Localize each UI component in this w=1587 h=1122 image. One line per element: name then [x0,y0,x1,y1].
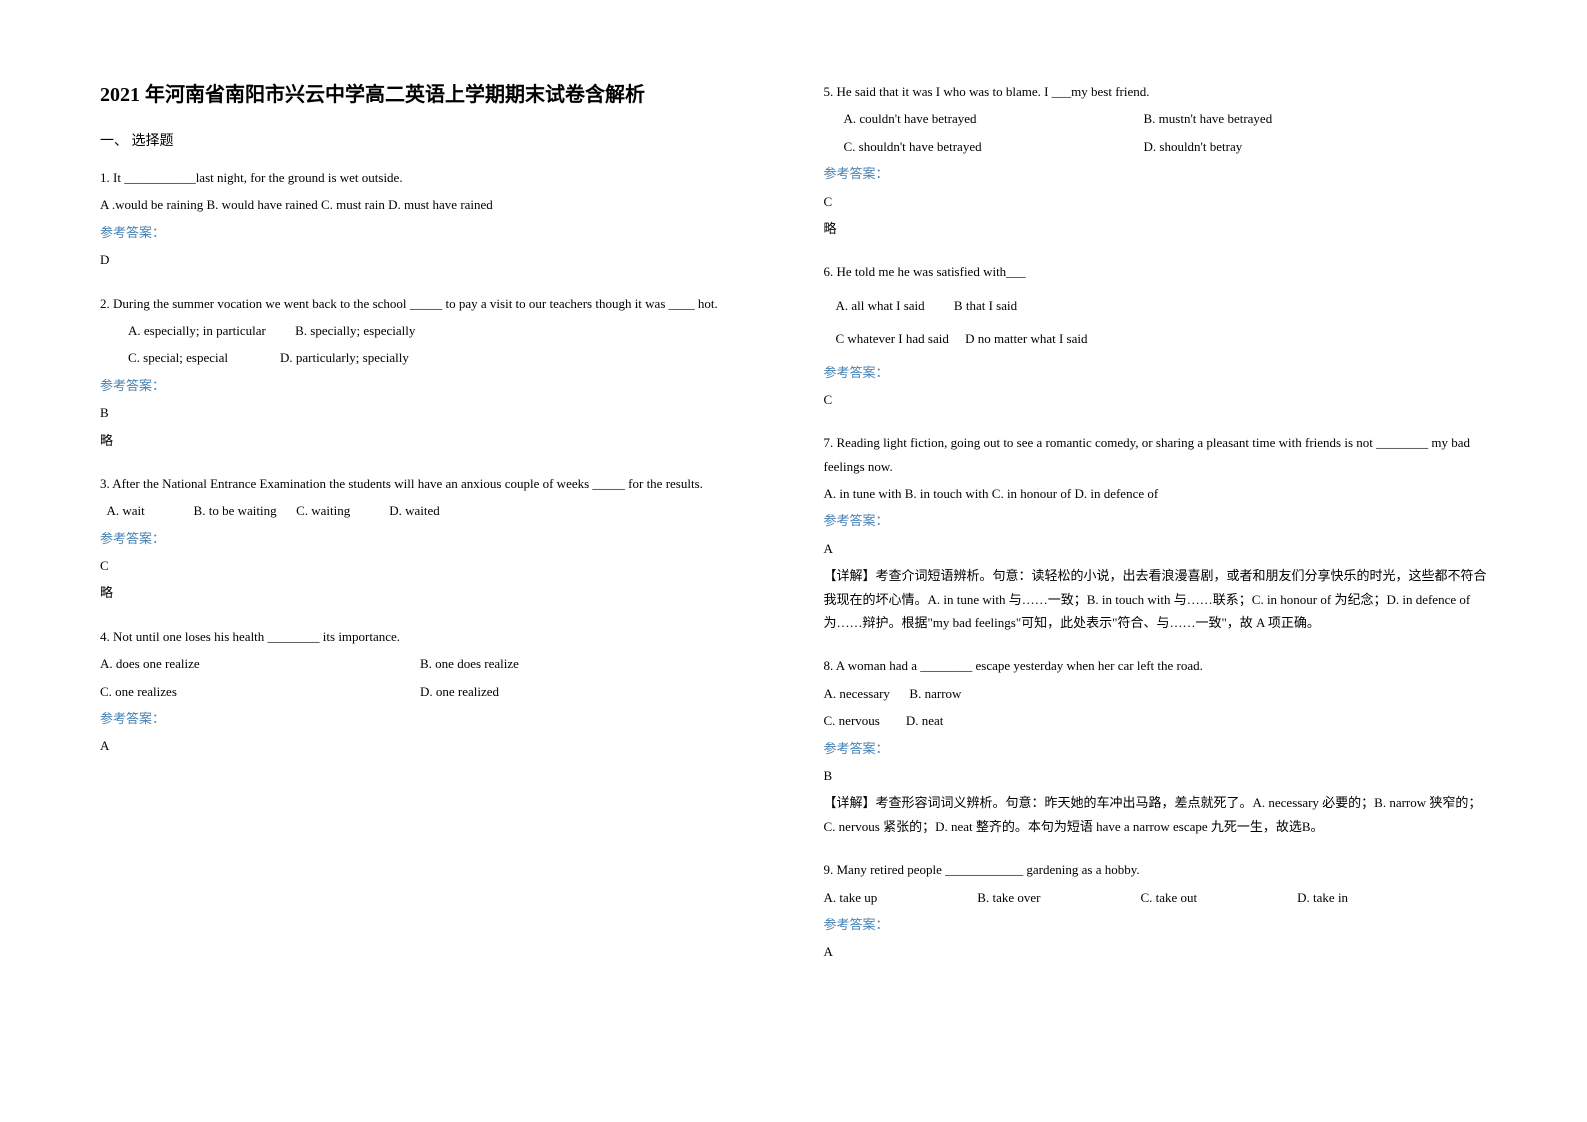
option-a: A. all what I said [836,298,925,313]
answer-value: A [824,940,1488,963]
answer-value: C [824,190,1488,213]
explanation: 略 [100,429,764,452]
option-b: B. narrow [909,686,961,701]
answer-value: D [100,248,764,271]
question-options-row1: A. especially; in particular B. speciall… [100,319,764,342]
option-c: C. waiting [296,503,350,518]
option-c: C. special; especial [128,350,228,365]
question-5: 5. He said that it was I who was to blam… [824,80,1488,244]
explanation: 【详解】考查形容词词义辨析。句意：昨天她的车冲出马路，差点就死了。A. nece… [824,791,1488,838]
question-text: 7. Reading light fiction, going out to s… [824,431,1488,478]
option-d: D. particularly; specially [280,350,409,365]
question-text: 5. He said that it was I who was to blam… [824,80,1488,103]
question-options-row2: C whatever I had said D no matter what I… [824,327,1488,350]
option-a: A. does one realize [100,652,420,675]
question-text: 6. He told me he was satisfied with___ [824,260,1488,283]
option-b: B. specially; especially [295,323,415,338]
answer-label: 参考答案： [824,361,1488,384]
answer-value: B [100,401,764,424]
question-1: 1. It ___________last night, for the gro… [100,166,764,276]
answer-label: 参考答案： [100,221,764,244]
section-header: 一、 选择题 [100,130,764,150]
option-d: D. one realized [420,680,499,703]
answer-label: 参考答案： [100,374,764,397]
question-options-row1: A. does one realize B. one does realize [100,652,764,675]
option-b: B. to be waiting [194,503,277,518]
question-options-row1: A. couldn't have betrayed B. mustn't hav… [824,107,1488,130]
option-c: C. nervous [824,713,880,728]
option-a: A. take up [824,886,878,909]
explanation: 【详解】考查介词短语辨析。句意：读轻松的小说，出去看浪漫喜剧，或者和朋友们分享快… [824,564,1488,634]
answer-value: A [824,537,1488,560]
question-6: 6. He told me he was satisfied with___ A… [824,260,1488,415]
question-3: 3. After the National Entrance Examinati… [100,472,764,609]
question-options-row2: C. nervous D. neat [824,709,1488,732]
option-d: D. waited [389,503,440,518]
question-options-row2: C. shouldn't have betrayed D. shouldn't … [824,135,1488,158]
question-options: A. in tune with B. in touch with C. in h… [824,482,1488,505]
question-4: 4. Not until one loses his health ______… [100,625,764,762]
option-a: A. wait [107,503,145,518]
answer-label: 参考答案： [824,913,1488,936]
option-c: C whatever I had said [836,331,949,346]
left-column: 2021 年河南省南阳市兴云中学高二英语上学期期末试卷含解析 一、 选择题 1.… [100,80,764,1042]
document-title: 2021 年河南省南阳市兴云中学高二英语上学期期末试卷含解析 [100,80,764,110]
question-text: 1. It ___________last night, for the gro… [100,166,764,189]
answer-label: 参考答案： [824,162,1488,185]
option-a: A. especially; in particular [128,323,266,338]
answer-value: C [824,388,1488,411]
answer-value: C [100,554,764,577]
option-c: C. one realizes [100,680,420,703]
question-options: A. wait B. to be waiting C. waiting D. w… [100,499,764,522]
right-column: 5. He said that it was I who was to blam… [824,80,1488,1042]
option-a: A. couldn't have betrayed [824,107,1144,130]
question-text: 4. Not until one loses his health ______… [100,625,764,648]
option-b: B. mustn't have betrayed [1144,107,1273,130]
question-options-row2: C. special; especial D. particularly; sp… [100,346,764,369]
question-options-row2: C. one realizes D. one realized [100,680,764,703]
question-9: 9. Many retired people ____________ gard… [824,858,1488,968]
option-d: D no matter what I said [965,331,1087,346]
answer-value: B [824,764,1488,787]
option-c: C. take out [1140,886,1197,909]
question-options-row1: A. all what I said B that I said [824,294,1488,317]
option-a: A. necessary [824,686,890,701]
answer-label: 参考答案： [824,737,1488,760]
explanation: 略 [824,217,1488,240]
explanation: 略 [100,581,764,604]
question-2: 2. During the summer vocation we went ba… [100,292,764,456]
answer-label: 参考答案： [100,527,764,550]
answer-label: 参考答案： [824,509,1488,532]
answer-value: A [100,734,764,757]
question-text: 8. A woman had a ________ escape yesterd… [824,654,1488,677]
question-8: 8. A woman had a ________ escape yesterd… [824,654,1488,842]
question-7: 7. Reading light fiction, going out to s… [824,431,1488,638]
question-options: A .would be raining B. would have rained… [100,193,764,216]
answer-label: 参考答案： [100,707,764,730]
question-options-row1: A. necessary B. narrow [824,682,1488,705]
question-options: A. take up B. take over C. take out D. t… [824,886,1488,909]
option-d: D. take in [1297,886,1348,909]
question-text: 3. After the National Entrance Examinati… [100,472,764,495]
option-b: B. one does realize [420,652,519,675]
option-d: D. neat [906,713,944,728]
question-text: 9. Many retired people ____________ gard… [824,858,1488,881]
option-b: B. take over [977,886,1040,909]
option-c: C. shouldn't have betrayed [824,135,1144,158]
option-d: D. shouldn't betray [1144,135,1243,158]
option-b: B that I said [954,298,1017,313]
question-text: 2. During the summer vocation we went ba… [100,292,764,315]
